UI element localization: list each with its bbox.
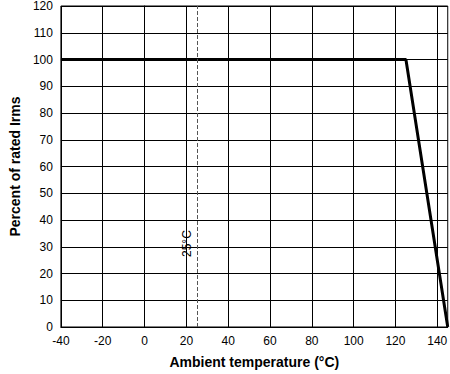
svg-text:10: 10 — [40, 293, 54, 307]
svg-text:20: 20 — [40, 267, 54, 281]
svg-text:80: 80 — [40, 106, 54, 120]
svg-text:110: 110 — [34, 26, 53, 40]
svg-text:-40: -40 — [52, 334, 70, 348]
svg-text:120: 120 — [385, 334, 405, 348]
svg-text:40: 40 — [40, 213, 54, 227]
svg-text:0: 0 — [141, 334, 148, 348]
svg-text:140: 140 — [427, 334, 447, 348]
svg-text:100: 100 — [344, 334, 364, 348]
svg-text:90: 90 — [40, 79, 54, 93]
svg-text:30: 30 — [40, 240, 54, 254]
svg-text:-20: -20 — [94, 334, 112, 348]
svg-text:70: 70 — [40, 133, 54, 147]
svg-text:Percent of rated Irms: Percent of rated Irms — [7, 96, 23, 236]
svg-text:120: 120 — [33, 0, 53, 13]
svg-text:40: 40 — [222, 334, 236, 348]
svg-text:Ambient temperature (°C): Ambient temperature (°C) — [169, 354, 339, 370]
svg-text:0: 0 — [46, 320, 53, 334]
svg-text:50: 50 — [40, 186, 54, 200]
svg-text:100: 100 — [33, 53, 53, 67]
svg-text:20: 20 — [180, 334, 194, 348]
svg-text:80: 80 — [305, 334, 319, 348]
svg-text:25°C: 25°C — [180, 230, 194, 257]
svg-text:60: 60 — [40, 160, 54, 174]
svg-text:60: 60 — [263, 334, 277, 348]
